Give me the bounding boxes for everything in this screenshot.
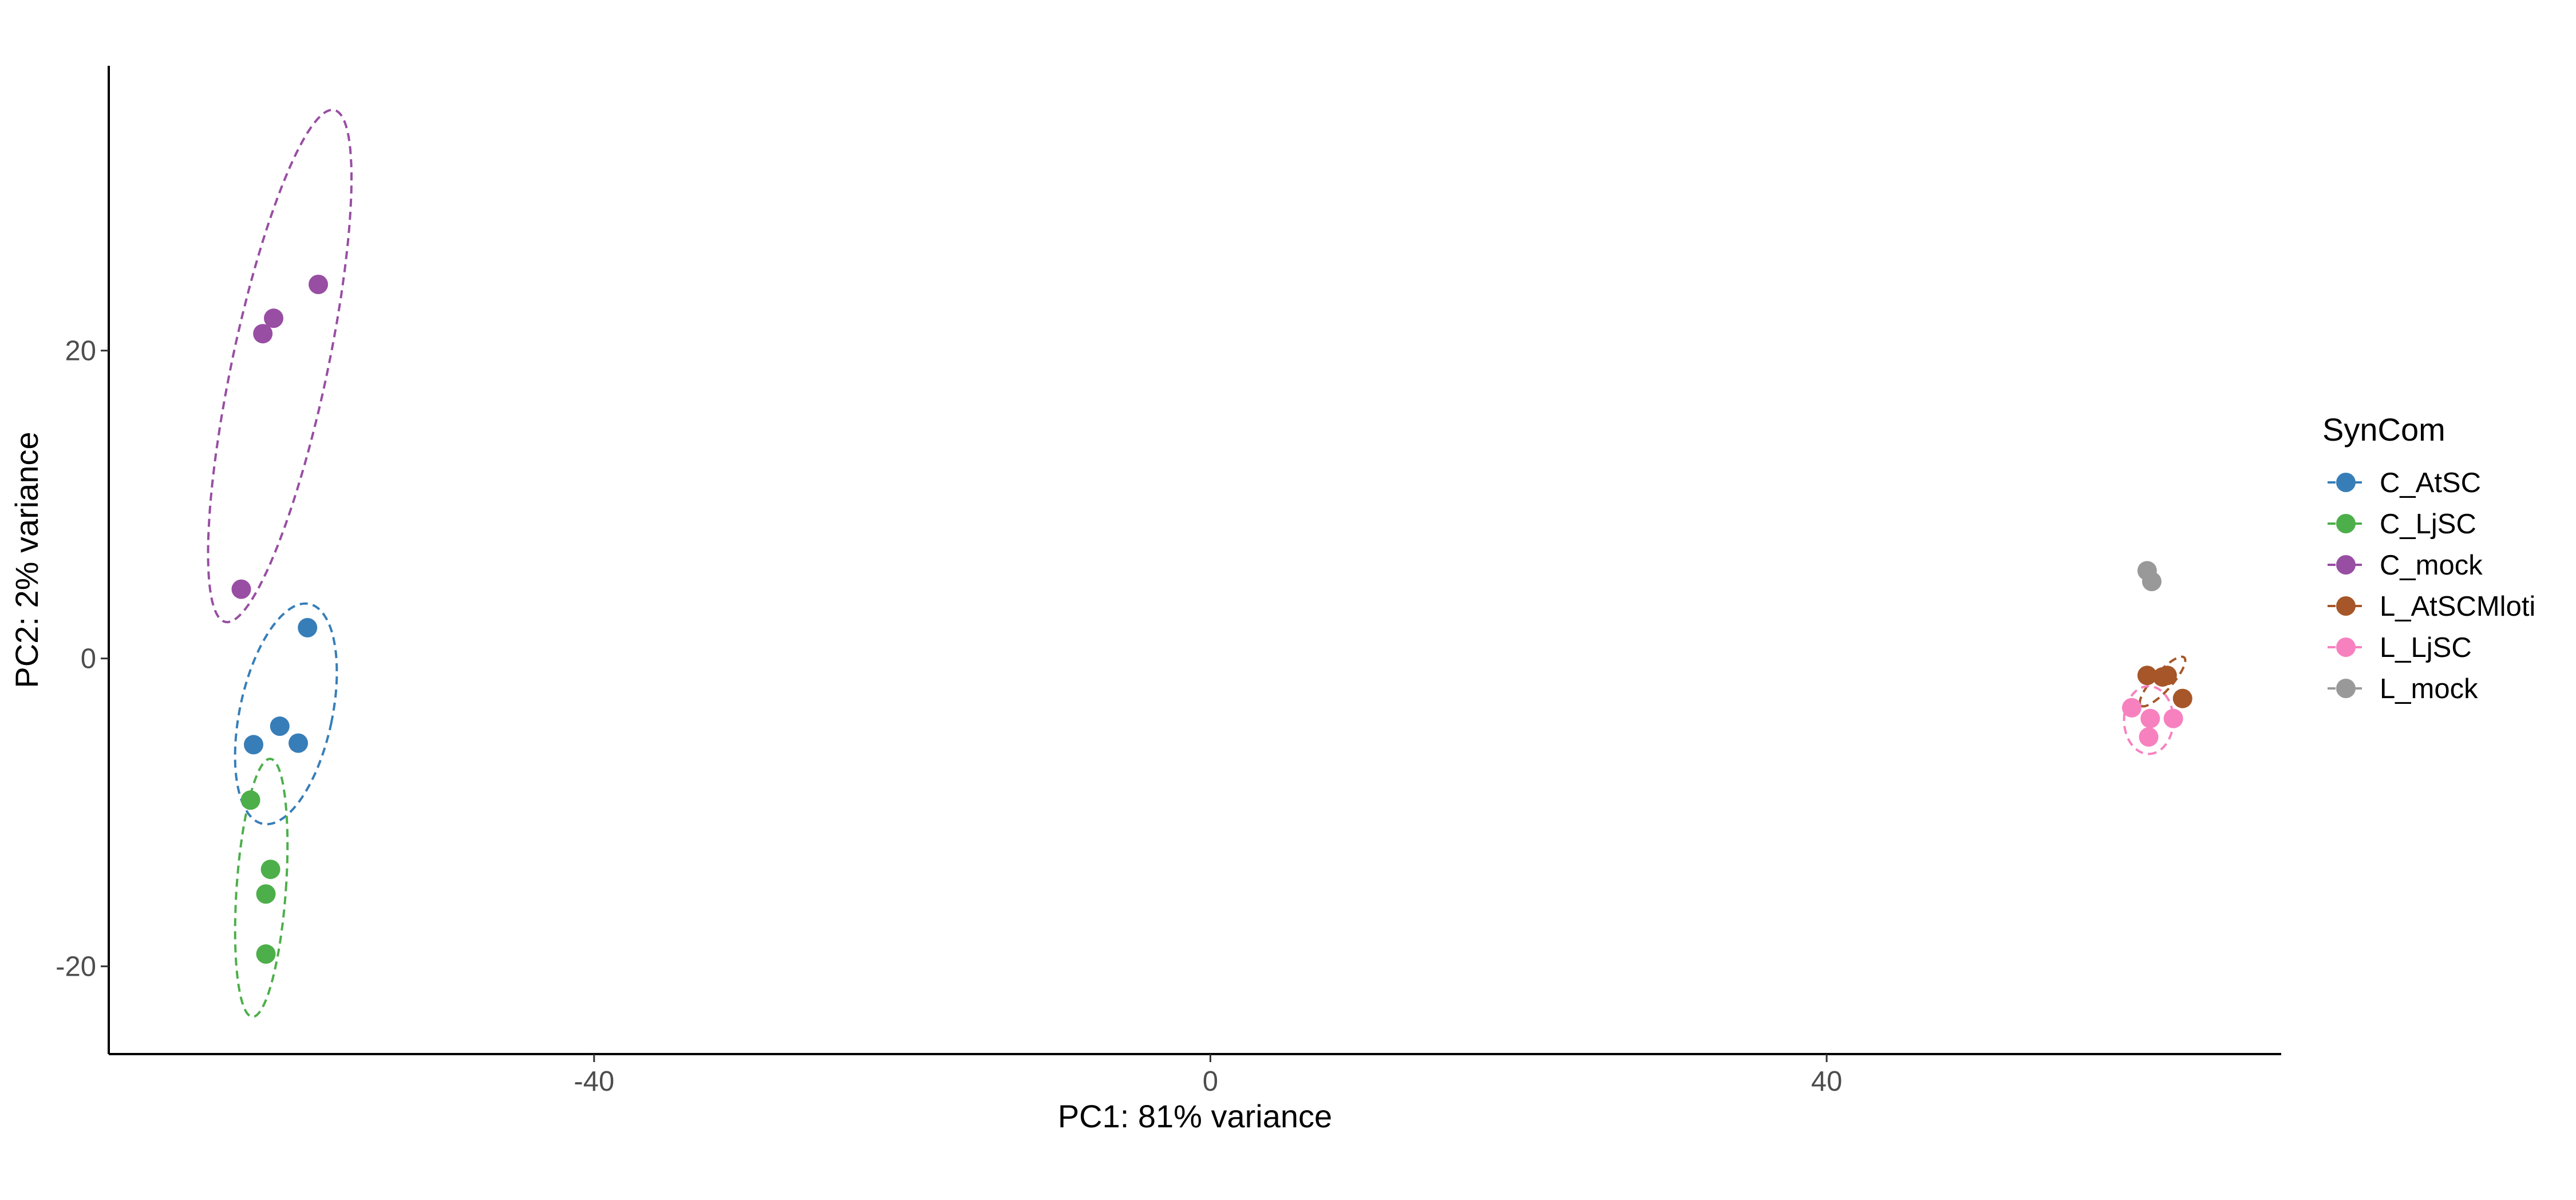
legend-label: L_AtSCMloti — [2380, 591, 2535, 622]
legend-label: C_LjSC — [2380, 509, 2476, 540]
legend-item-l-ljsc: L_LjSC — [2328, 632, 2472, 663]
x-tick-label: -40 — [574, 1066, 614, 1097]
legend-key — [2336, 555, 2356, 575]
legend-label: L_LjSC — [2380, 632, 2472, 663]
y-tick-label: 0 — [81, 644, 96, 675]
point-c-atsc — [289, 733, 309, 753]
data-points — [231, 274, 2192, 964]
point-c-atsc — [244, 735, 263, 755]
point-c-atsc — [270, 716, 290, 736]
point-c-mock — [263, 308, 283, 328]
x-tick-label: 40 — [1811, 1066, 1843, 1097]
point-c-mock — [231, 579, 251, 599]
point-c-mock — [309, 274, 329, 294]
point-c-atsc — [298, 617, 318, 637]
y-axis-ticks: -20 0 20 — [56, 336, 109, 983]
point-l-ljsc — [2140, 708, 2160, 728]
confidence-ellipses — [207, 108, 2187, 1018]
point-l-atscmloti — [2157, 666, 2177, 686]
point-c-ljsc — [256, 944, 276, 964]
legend-label: C_mock — [2380, 550, 2483, 581]
point-c-mock — [253, 324, 273, 344]
legend-item-l-atscmloti: L_AtSCMloti — [2328, 591, 2535, 622]
ellipse-l-atscmloti — [2139, 655, 2187, 708]
legend: SynCom C_AtSC C_LjSC C_mock L_AtSCMloti L_Lj… — [2322, 411, 2535, 704]
legend-title: SynCom — [2322, 411, 2445, 447]
point-c-ljsc — [260, 860, 280, 880]
ellipse-c-mock — [207, 108, 353, 624]
legend-key — [2336, 596, 2356, 616]
legend-item-c-ljsc: C_LjSC — [2328, 509, 2476, 540]
x-tick-label: 0 — [1203, 1066, 1218, 1097]
ellipse-l-ljsc — [2123, 685, 2175, 755]
legend-item-c-mock: C_mock — [2328, 550, 2483, 581]
y-tick-label: -20 — [56, 952, 96, 983]
point-l-mock — [2142, 572, 2162, 592]
legend-key — [2336, 637, 2356, 657]
y-axis-title: PC2: 2% variance — [9, 431, 45, 688]
x-axis-title: PC1: 81% variance — [1058, 1098, 1332, 1134]
legend-label: C_AtSC — [2380, 468, 2481, 498]
legend-label: L_mock — [2380, 674, 2478, 704]
ellipse-c-ljsc — [234, 758, 289, 1018]
point-l-ljsc — [2139, 727, 2159, 747]
legend-item-l-mock: L_mock — [2328, 674, 2478, 704]
legend-items: C_AtSC C_LjSC C_mock L_AtSCMloti L_LjSC L_moc… — [2328, 468, 2535, 704]
point-l-atscmloti — [2172, 688, 2192, 708]
point-l-atscmloti — [2137, 666, 2157, 686]
point-c-ljsc — [240, 790, 260, 810]
legend-key — [2336, 473, 2356, 492]
legend-item-c-atsc: C_AtSC — [2328, 468, 2481, 498]
point-l-ljsc — [2163, 708, 2183, 728]
point-c-ljsc — [256, 884, 276, 904]
legend-key — [2336, 679, 2356, 698]
point-l-ljsc — [2121, 698, 2142, 718]
x-axis-ticks: -40 0 40 — [574, 1054, 1842, 1097]
legend-key — [2336, 514, 2356, 533]
y-tick-label: 20 — [65, 336, 96, 367]
